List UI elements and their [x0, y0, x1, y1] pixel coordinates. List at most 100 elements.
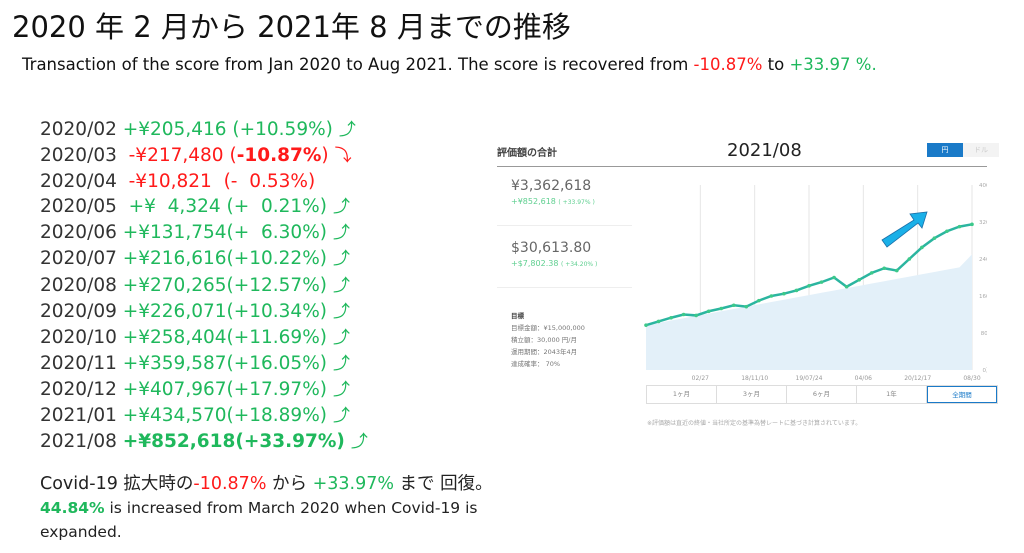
- row-date: 2020/04: [40, 171, 117, 193]
- data-point: [681, 312, 686, 317]
- summary-mid: から: [266, 474, 313, 494]
- data-point: [932, 236, 937, 240]
- footnote: ※評価額は直近の終値・当社所定の基準為替レートに基づき計算されています。: [647, 420, 862, 427]
- row-amount: -¥10,821 (- 0.53%): [122, 171, 316, 193]
- data-point: [757, 298, 761, 303]
- y-tick-label: 320万: [979, 219, 987, 226]
- usd-total: $30,613.80: [511, 240, 592, 256]
- row-amount: +¥258,404(+11.69%): [122, 326, 327, 348]
- page-title: 2020 年 2 月から 2021年 8 月までの推移: [12, 10, 571, 44]
- y-tick-label: 400万: [979, 182, 987, 189]
- subtitle: Transaction of the score from Jan 2020 t…: [22, 55, 877, 74]
- trend-up-icon: ⤴: [332, 197, 350, 218]
- row-amount-bold: -10.87%: [236, 145, 322, 167]
- list-item: 2020/08 +¥270,265(+12.57%) ⤴: [40, 273, 368, 299]
- row-date: 2020/11: [40, 352, 117, 374]
- divider: [497, 166, 987, 167]
- row-amount: +¥359,587(+16.05%): [122, 352, 327, 374]
- data-point: [744, 304, 749, 309]
- trend-down-icon: ⤵: [334, 146, 352, 167]
- list-item: 2021/01 +¥434,570(+18.89%) ⤴: [40, 403, 368, 429]
- goal-line: 積立額：30,000 円/月: [511, 336, 577, 344]
- list-item: 2020/03 -¥217,480 (-10.87%) ⤵: [40, 143, 368, 169]
- y-tick-label: 240万: [979, 256, 987, 263]
- row-amount: +¥226,071(+10.34%): [122, 300, 327, 322]
- row-date: 2020/08: [40, 274, 117, 296]
- row-date: 2020/03: [40, 145, 117, 167]
- trend-up-icon: ⤴: [333, 327, 350, 348]
- monthly-list: 2020/02 +¥205,416 (+10.59%) ⤴ 2020/03 -¥21…: [40, 117, 368, 455]
- trend-up-icon: ⤴: [333, 223, 350, 244]
- data-point: [819, 280, 824, 284]
- list-item: 2020/04 -¥10,821 (- 0.53%): [40, 169, 368, 194]
- data-point: [920, 245, 924, 250]
- yen-gain: +¥852,618: [511, 197, 556, 206]
- yen-total: ¥3,362,618: [511, 178, 592, 194]
- increase-pct: 44.84%: [40, 499, 105, 517]
- period-all-button[interactable]: 全期間: [927, 386, 997, 403]
- list-item: 2020/02 +¥205,416 (+10.59%) ⤴: [40, 117, 368, 143]
- row-date: 2020/07: [40, 248, 117, 270]
- row-amount-tail: ): [321, 145, 329, 167]
- summary-english-text: is increased from March 2020 when Covid-…: [40, 499, 478, 541]
- summary-high: +33.97%: [312, 474, 394, 494]
- usd-gain-pct: ( +34.20% ): [560, 261, 598, 268]
- row-date: 2020/05: [40, 196, 117, 218]
- list-item: 2020/11 +¥359,587(+16.05%) ⤴: [40, 351, 368, 377]
- row-amount: -¥217,480 (: [122, 145, 237, 167]
- data-point: [731, 303, 736, 308]
- yen-summary: ¥3,362,618 +¥852,618 ( +33.97% ): [497, 170, 632, 226]
- trend-up-icon: ⤴: [350, 432, 368, 453]
- data-point: [807, 284, 811, 288]
- data-point: [882, 266, 887, 271]
- row-date: 2020/12: [40, 378, 117, 400]
- row-date: 2020/06: [40, 222, 117, 244]
- row-amount: +¥852,618(+33.97%): [122, 431, 345, 453]
- data-point: [694, 313, 698, 318]
- row-amount: +¥216,616(+10.22%): [122, 248, 327, 270]
- row-amount: +¥205,416 (+10.59%): [122, 119, 333, 140]
- data-point: [945, 229, 949, 234]
- list-item: 2020/07 +¥216,616(+10.22%) ⤴: [40, 246, 368, 272]
- currency-toggle: 円 ドル: [927, 143, 999, 157]
- trend-up-icon: ⤴: [333, 249, 350, 270]
- data-point: [844, 284, 849, 289]
- row-amount: +¥270,265(+12.57%): [122, 274, 327, 296]
- x-tick-label: 02/27: [692, 375, 709, 382]
- up-arrow-icon: [881, 211, 928, 248]
- row-amount: +¥ 4,324 (+ 0.21%): [122, 196, 327, 218]
- trend-up-icon: ⤴: [333, 275, 350, 296]
- row-date: 2020/09: [40, 300, 117, 322]
- row-amount: +¥407,967(+17.97%): [122, 378, 327, 400]
- period-1y-button[interactable]: 1年: [857, 386, 927, 403]
- usd-gain: +$7,802.38: [511, 259, 559, 268]
- data-point: [669, 315, 673, 320]
- x-tick-label: 08/30: [963, 375, 980, 382]
- y-tick-label: 80万: [981, 330, 987, 337]
- x-tick-label: 20/12/17: [904, 375, 931, 382]
- data-point: [857, 278, 861, 282]
- period-1m-button[interactable]: 1ヶ月: [647, 386, 717, 403]
- summary-suffix: まで 回復。: [393, 474, 493, 494]
- subtitle-text: Transaction of the score from Jan 2020 t…: [22, 55, 694, 74]
- data-point: [832, 275, 836, 280]
- list-item: 2020/06 +¥131,754(+ 6.30%) ⤴: [40, 220, 368, 246]
- period-6m-button[interactable]: 6ヶ月: [787, 386, 857, 403]
- currency-usd-button[interactable]: ドル: [963, 143, 999, 157]
- valuation-panel: 評価額の合計 2021/08 円 ドル ¥3,362,618 +¥852,618…: [497, 140, 999, 430]
- goal-line: 目標金額：¥15,000,000: [511, 324, 585, 332]
- data-point: [894, 268, 899, 273]
- data-point: [719, 306, 724, 311]
- data-point: [794, 288, 799, 293]
- x-tick-label: 19/07/24: [796, 375, 823, 382]
- row-amount: +¥131,754(+ 6.30%): [122, 222, 327, 244]
- period-3m-button[interactable]: 3ヶ月: [717, 386, 787, 403]
- data-point: [957, 224, 962, 229]
- data-point: [706, 309, 711, 314]
- summary-text: Covid-19 拡大時の: [40, 474, 194, 494]
- trend-up-icon: ⤴: [333, 406, 350, 427]
- currency-yen-button[interactable]: 円: [927, 143, 963, 157]
- trend-up-icon: ⤴: [338, 120, 356, 140]
- subtitle-high: +33.97 %.: [789, 55, 877, 74]
- row-date: 2020/02: [40, 119, 117, 140]
